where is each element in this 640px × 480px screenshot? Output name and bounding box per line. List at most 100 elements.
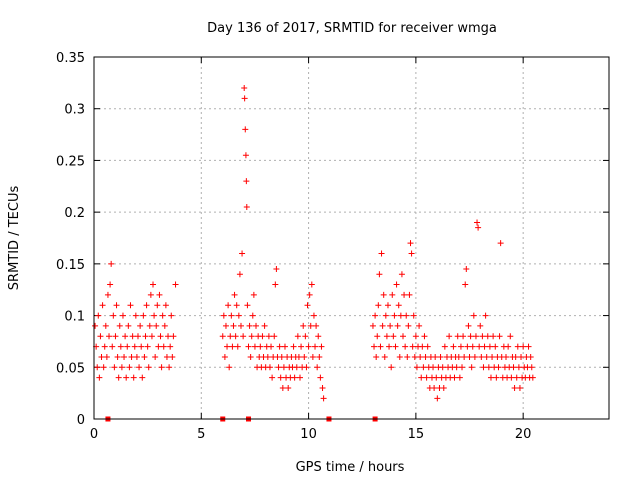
data-point xyxy=(459,364,466,371)
data-point xyxy=(157,333,164,340)
data-point xyxy=(512,353,519,360)
data-point xyxy=(239,250,246,257)
data-point xyxy=(115,374,122,381)
data-point xyxy=(276,343,283,350)
data-point xyxy=(466,353,473,360)
chart-title: Day 136 of 2017, SRMTID for receiver wmg… xyxy=(207,21,497,36)
data-point xyxy=(410,312,417,319)
data-point xyxy=(478,353,485,360)
data-point xyxy=(497,240,504,247)
data-point xyxy=(510,364,517,371)
data-point xyxy=(279,384,286,391)
data-point xyxy=(480,364,487,371)
data-point xyxy=(166,364,173,371)
data-point xyxy=(420,364,427,371)
data-point xyxy=(141,353,148,360)
data-point xyxy=(229,343,236,350)
data-point xyxy=(243,203,250,210)
data-point xyxy=(407,240,414,247)
data-point xyxy=(160,343,167,350)
data-point xyxy=(391,312,398,319)
data-point xyxy=(314,364,321,371)
data-point xyxy=(451,374,458,381)
data-point xyxy=(379,322,386,329)
data-point xyxy=(303,364,310,371)
data-point xyxy=(106,333,113,340)
data-point xyxy=(248,333,255,340)
data-point xyxy=(273,266,280,273)
data-point xyxy=(380,291,387,298)
data-point xyxy=(271,333,278,340)
data-point xyxy=(515,364,522,371)
data-point xyxy=(518,353,525,360)
data-point xyxy=(222,322,229,329)
data-point xyxy=(227,333,234,340)
data-point xyxy=(138,343,145,350)
data-point xyxy=(431,384,438,391)
data-point xyxy=(145,364,152,371)
data-point xyxy=(369,322,376,329)
data-point xyxy=(268,343,275,350)
data-point xyxy=(477,322,484,329)
data-point xyxy=(228,312,235,319)
data-point xyxy=(508,374,515,381)
data-point xyxy=(163,353,170,360)
data-point xyxy=(383,333,390,340)
data-point xyxy=(525,343,532,350)
data-point xyxy=(139,374,146,381)
y-tick-label: 0.35 xyxy=(56,51,85,66)
data-point xyxy=(119,312,126,319)
data-point xyxy=(295,353,302,360)
y-tick-label: 0.1 xyxy=(64,310,85,325)
y-tick-label: 0.2 xyxy=(64,206,85,221)
data-point xyxy=(454,333,461,340)
data-point xyxy=(94,364,101,371)
data-point xyxy=(384,302,391,309)
data-point xyxy=(412,333,419,340)
data-point xyxy=(257,343,264,350)
data-point xyxy=(492,343,499,350)
data-point xyxy=(403,312,410,319)
data-point xyxy=(154,302,161,309)
data-point xyxy=(121,353,128,360)
data-point xyxy=(142,333,149,340)
data-point xyxy=(490,333,497,340)
data-point xyxy=(220,312,227,319)
data-point xyxy=(483,353,490,360)
data-point xyxy=(485,364,492,371)
data-point xyxy=(316,353,323,360)
data-point xyxy=(140,312,147,319)
data-point xyxy=(371,343,378,350)
data-point xyxy=(462,281,469,288)
data-point xyxy=(293,364,300,371)
data-point xyxy=(423,374,430,381)
x-tick-label: 15 xyxy=(408,427,425,442)
data-point xyxy=(439,364,446,371)
data-point xyxy=(159,312,166,319)
data-point xyxy=(233,302,240,309)
data-point xyxy=(460,333,467,340)
data-point xyxy=(147,291,154,298)
data-point xyxy=(124,343,131,350)
data-point xyxy=(377,343,384,350)
data-points xyxy=(92,85,536,422)
data-point xyxy=(374,333,381,340)
data-point xyxy=(113,302,120,309)
data-point xyxy=(453,364,460,371)
data-point xyxy=(527,353,534,360)
data-point xyxy=(244,302,251,309)
data-point xyxy=(297,374,303,381)
data-point xyxy=(471,353,478,360)
data-point xyxy=(400,333,406,340)
data-point xyxy=(308,281,315,288)
data-point xyxy=(144,343,151,350)
data-point xyxy=(117,343,124,350)
data-point xyxy=(511,384,518,391)
data-point xyxy=(493,374,500,381)
data-point xyxy=(313,322,320,329)
data-point xyxy=(301,353,308,360)
data-point xyxy=(261,322,268,329)
data-point xyxy=(249,312,256,319)
